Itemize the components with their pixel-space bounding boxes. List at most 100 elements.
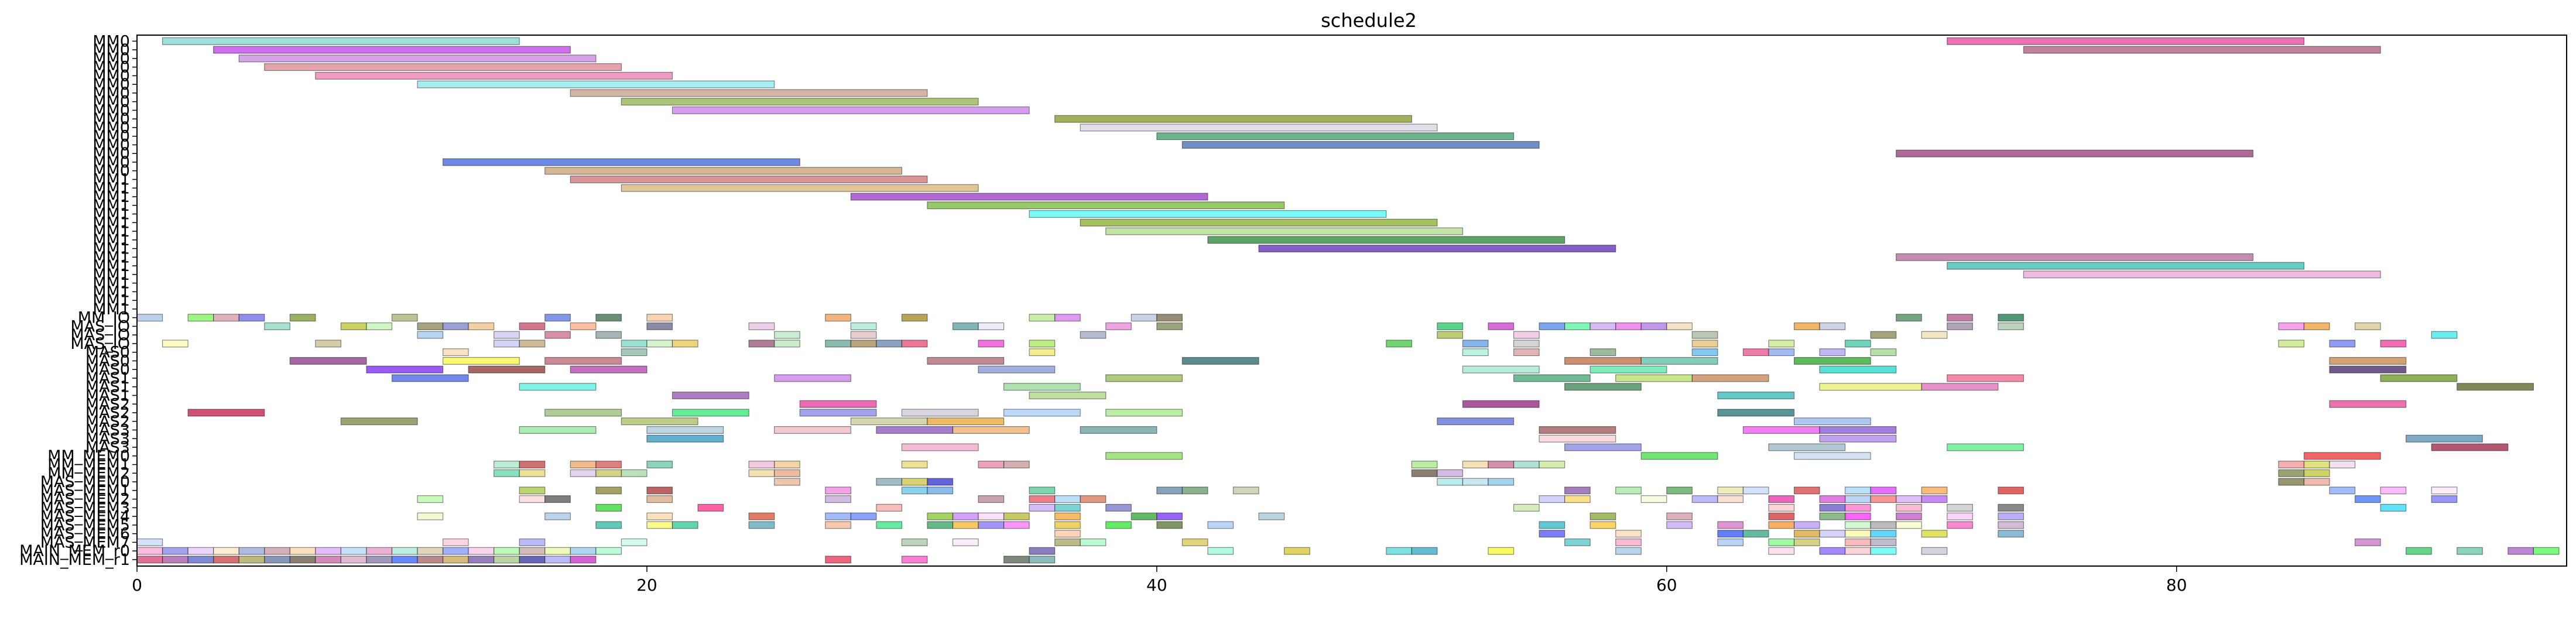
- task-bar: [1998, 530, 2025, 538]
- task-bar: [748, 512, 775, 520]
- task-bar: [1921, 331, 1948, 339]
- task-bar: [1258, 512, 1285, 520]
- task-bar: [901, 486, 928, 495]
- task-bar: [340, 322, 367, 330]
- task-bar: [1947, 503, 1973, 512]
- task-bar: [494, 556, 520, 564]
- y-tick-label: MAS0: [85, 352, 130, 370]
- task-bar: [1488, 461, 1515, 469]
- y-tick-label: MM1: [93, 248, 130, 266]
- task-bar: [621, 340, 648, 348]
- task-bar: [2303, 322, 2330, 330]
- task-bar: [417, 331, 444, 339]
- task-bar: [901, 478, 928, 486]
- task-bar: [519, 322, 546, 330]
- task-bar: [901, 340, 928, 348]
- task-bar: [1845, 538, 1871, 546]
- task-bar: [238, 314, 265, 322]
- task-bar: [1513, 374, 1591, 382]
- task-bar: [1947, 322, 1973, 330]
- task-bar: [1896, 495, 1922, 503]
- task-bar: [1003, 556, 1030, 564]
- task-bar: [1640, 495, 1667, 503]
- task-bar: [1105, 374, 1183, 382]
- y-tick-label: MM_MEM1: [47, 456, 130, 474]
- y-tick-label: MM1: [93, 214, 130, 232]
- task-bar: [1947, 443, 2025, 451]
- task-bar: [1029, 348, 1056, 357]
- task-bar: [1666, 486, 1693, 495]
- task-bar: [1181, 538, 1208, 546]
- task-bar: [136, 556, 163, 564]
- task-bar: [1845, 530, 1871, 538]
- task-bar: [1615, 322, 1642, 330]
- x-tick-label: 40: [1146, 575, 1167, 595]
- task-bar: [2023, 270, 2381, 279]
- task-bar: [978, 521, 1005, 529]
- task-bar: [544, 495, 571, 503]
- task-bar: [1845, 340, 1871, 348]
- task-bar: [442, 556, 469, 564]
- task-bar: [1947, 314, 1973, 322]
- task-bar: [289, 357, 367, 365]
- task-bar: [1105, 452, 1183, 460]
- task-bar: [1029, 340, 1056, 348]
- task-bar: [595, 331, 622, 339]
- y-tick-label: MAS3: [85, 421, 130, 440]
- task-bar: [1054, 538, 1081, 546]
- task-bar: [1181, 140, 1540, 149]
- task-bar: [2380, 340, 2407, 348]
- task-bar: [952, 322, 979, 330]
- task-bar: [748, 340, 775, 348]
- task-bar: [494, 469, 520, 477]
- task-bar: [1105, 322, 1132, 330]
- task-bar: [1691, 374, 1769, 382]
- task-bar: [2457, 383, 2534, 391]
- task-bar: [468, 547, 495, 555]
- task-bar: [1819, 426, 1897, 434]
- task-bar: [748, 461, 775, 469]
- task-bar: [901, 409, 979, 417]
- task-bar: [1615, 547, 1642, 555]
- task-bar: [442, 158, 800, 166]
- task-bar: [519, 340, 546, 348]
- task-bar: [1896, 253, 2253, 261]
- task-bar: [1054, 503, 1081, 512]
- task-bar: [876, 340, 903, 348]
- task-bar: [1411, 547, 1438, 555]
- task-bar: [1666, 521, 1693, 529]
- task-bar: [1564, 443, 1642, 451]
- task-bar: [2278, 469, 2305, 477]
- task-bar: [519, 538, 546, 546]
- task-bar: [774, 340, 800, 348]
- task-bar: [1819, 530, 1846, 538]
- task-bar: [1717, 530, 1744, 538]
- task-bar: [1615, 486, 1642, 495]
- task-bar: [876, 521, 903, 529]
- task-bar: [2354, 495, 2381, 503]
- task-bar: [162, 340, 189, 348]
- task-bar: [595, 461, 622, 469]
- task-bar: [1462, 478, 1489, 486]
- task-bar: [1870, 538, 1897, 546]
- task-bar: [544, 167, 903, 175]
- y-tick-label: MM0: [93, 119, 130, 137]
- task-bar: [748, 322, 775, 330]
- task-bar: [468, 365, 546, 373]
- task-bar: [927, 486, 954, 495]
- task-bar: [442, 348, 469, 357]
- task-bar: [850, 417, 928, 426]
- task-bar: [1539, 434, 1616, 443]
- y-tick-label: MAS_MEM6: [40, 525, 130, 543]
- task-bar: [264, 63, 622, 71]
- task-bar: [1207, 521, 1234, 529]
- task-bar: [1768, 521, 1795, 529]
- task-bar: [1156, 132, 1515, 140]
- task-bar: [2303, 461, 2330, 469]
- task-bar: [2533, 547, 2560, 555]
- task-bar: [1921, 530, 1948, 538]
- task-bar: [2380, 503, 2407, 512]
- task-bar: [1488, 547, 1515, 555]
- task-bar: [1564, 357, 1642, 365]
- task-bar: [162, 37, 520, 45]
